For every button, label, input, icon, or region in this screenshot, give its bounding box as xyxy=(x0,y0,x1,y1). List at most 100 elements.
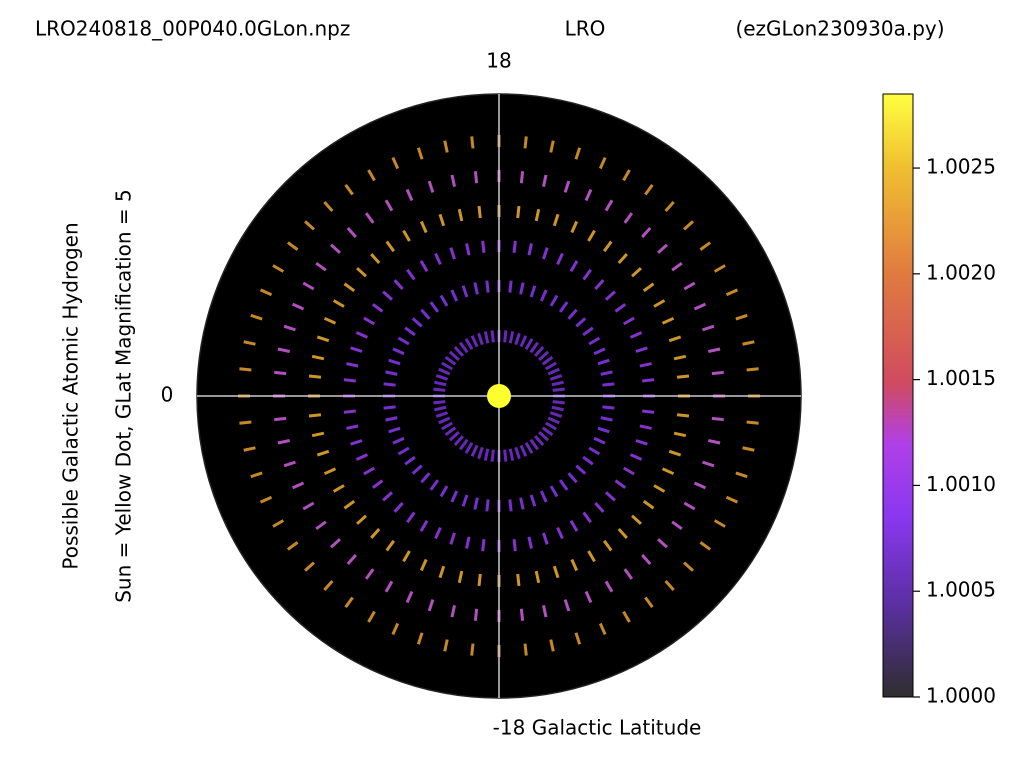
pattern-dash xyxy=(735,471,748,479)
pattern-dash xyxy=(563,180,571,193)
pattern-dash xyxy=(243,340,256,346)
pattern-dash xyxy=(512,240,517,253)
pattern-dash xyxy=(302,281,315,291)
pattern-dash xyxy=(404,326,416,337)
pattern-dash xyxy=(742,340,755,346)
pattern-dash xyxy=(508,448,515,461)
pattern-dash xyxy=(315,520,327,531)
pattern-dash xyxy=(477,332,484,346)
pattern-dash xyxy=(308,374,322,379)
pattern-dash xyxy=(461,285,469,298)
pattern-dash xyxy=(433,387,446,392)
pattern-dash xyxy=(683,561,694,572)
pattern-dash xyxy=(569,260,579,273)
pattern-dash xyxy=(458,341,469,354)
pattern-dash xyxy=(582,511,592,524)
pattern-dash xyxy=(239,420,252,425)
pattern-dash xyxy=(453,345,464,357)
pattern-dash xyxy=(574,632,582,645)
pattern-dash xyxy=(594,502,605,513)
pattern-dash xyxy=(473,282,479,295)
pattern-dash xyxy=(622,316,635,326)
pattern-dash xyxy=(406,268,416,281)
pattern-dash xyxy=(343,500,356,510)
pattern-dash xyxy=(523,136,528,149)
pattern-dash xyxy=(547,367,560,376)
pattern-dash xyxy=(673,354,687,361)
pattern-dash xyxy=(490,330,495,343)
pattern-dash xyxy=(435,411,449,418)
pattern-dash xyxy=(529,438,540,451)
pattern-dash xyxy=(385,539,395,552)
pattern-dash xyxy=(427,180,435,193)
pattern-dash xyxy=(470,335,479,348)
pattern-dash xyxy=(304,561,315,572)
pattern-dash xyxy=(514,332,521,346)
pattern-dash xyxy=(434,380,447,387)
pattern-dash xyxy=(465,536,471,549)
pattern-dash xyxy=(473,171,479,184)
pattern-dash xyxy=(653,299,666,308)
pattern-dash xyxy=(549,140,555,153)
pattern-dash xyxy=(676,374,690,379)
pattern-dash xyxy=(699,241,712,251)
pattern-dash xyxy=(545,361,557,371)
pattern-dash xyxy=(604,580,614,593)
pattern-dash xyxy=(683,220,694,231)
pattern-dash xyxy=(529,285,537,298)
pattern-dash xyxy=(594,279,605,290)
pattern-dash xyxy=(383,405,396,410)
colorbar-tick-label: 1.0015 xyxy=(926,366,996,390)
pattern-dash xyxy=(397,446,410,456)
pattern-dash xyxy=(355,453,369,461)
pattern-dash xyxy=(746,420,759,425)
pattern-dash xyxy=(350,439,363,446)
colorbar-tick-label: 1.0010 xyxy=(926,472,996,496)
title-left: LRO240818_00P040.0GLon.npz xyxy=(35,17,350,41)
pattern-dash xyxy=(605,491,616,502)
pattern-dash xyxy=(364,212,375,224)
pattern-dash xyxy=(711,370,724,376)
pattern-dash xyxy=(664,201,675,212)
pattern-dash xyxy=(450,605,456,618)
pattern-dash xyxy=(582,326,594,337)
pattern-dash xyxy=(364,568,375,580)
pattern-dash xyxy=(534,435,545,447)
pattern-dash xyxy=(602,382,615,387)
pattern-dash xyxy=(551,380,564,387)
pattern-dash xyxy=(277,439,290,445)
top-label: 18 xyxy=(486,49,511,73)
pattern-dash xyxy=(693,302,707,311)
pattern-dash xyxy=(397,336,410,346)
pattern-dash xyxy=(673,431,687,438)
pattern-dash xyxy=(671,520,683,531)
pattern-dash xyxy=(644,596,654,609)
pattern-dash xyxy=(549,485,559,498)
pattern-dash xyxy=(567,472,578,484)
pattern-dash xyxy=(272,264,285,273)
pattern-dash xyxy=(259,495,273,504)
pattern-dash xyxy=(477,205,482,219)
pattern-dash xyxy=(470,136,475,149)
pattern-dash xyxy=(420,472,431,484)
pattern-dash xyxy=(315,261,327,272)
pattern-dash xyxy=(725,495,739,504)
pattern-dash xyxy=(485,280,490,293)
pattern-dash xyxy=(411,317,423,328)
pattern-dash xyxy=(617,528,628,539)
pattern-dash xyxy=(371,303,384,313)
pattern-dash xyxy=(356,267,367,278)
pattern-dash xyxy=(438,416,451,425)
pattern-dash xyxy=(433,400,446,405)
pattern-dash xyxy=(250,471,263,479)
pattern-dash xyxy=(434,405,447,412)
pattern-dash xyxy=(438,213,446,227)
pattern-dash xyxy=(250,313,263,321)
pattern-dash xyxy=(272,519,285,528)
pattern-dash xyxy=(461,494,469,507)
pattern-dash xyxy=(405,590,414,604)
pattern-dash xyxy=(508,331,515,344)
pattern-dash xyxy=(435,374,449,381)
pattern-dash xyxy=(746,367,759,372)
pattern-dash xyxy=(514,446,521,460)
